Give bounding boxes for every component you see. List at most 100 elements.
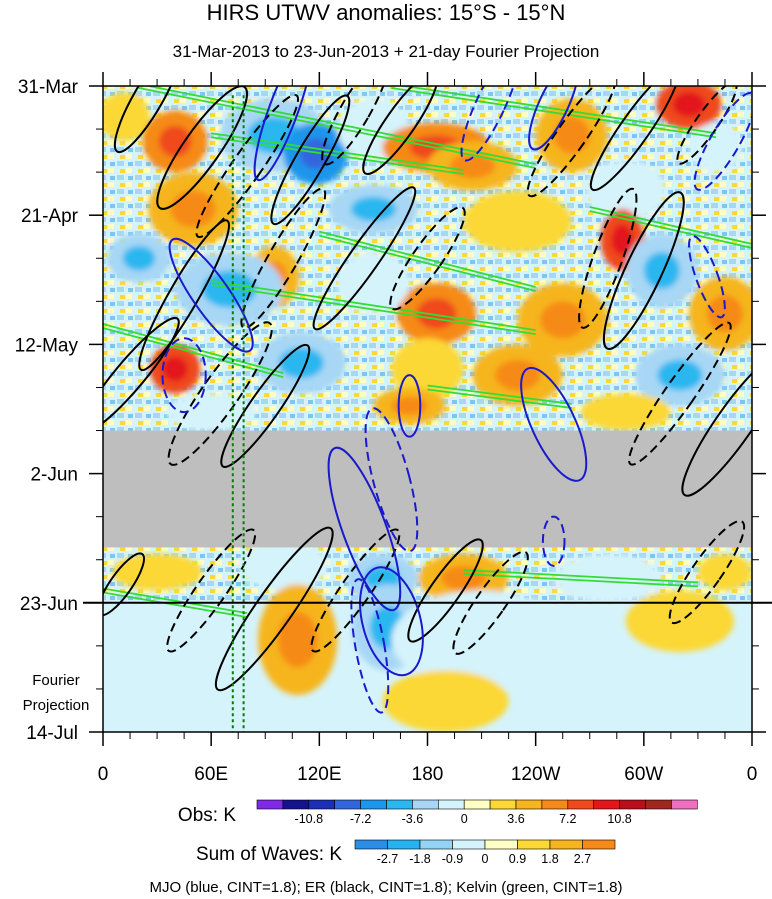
chart-subtitle: 31-Mar-2013 to 23-Jun-2013 + 21-day Four… bbox=[173, 42, 600, 61]
waves-legend-tick-5: 1.8 bbox=[541, 852, 558, 866]
obs-legend-tick-0: -10.8 bbox=[295, 812, 324, 826]
kelvin-contours bbox=[103, 86, 752, 618]
mjo-contour-7 bbox=[520, 366, 588, 482]
obs-swatch-4 bbox=[360, 799, 387, 810]
obs-legend-tick-3: 0 bbox=[461, 812, 468, 826]
waves-swatch-4 bbox=[484, 839, 518, 850]
mjo-contour-0 bbox=[253, 86, 313, 182]
kelvin-contour-7-1 bbox=[427, 388, 572, 409]
er-contour-22 bbox=[310, 528, 401, 653]
obs-swatch-16 bbox=[671, 799, 698, 810]
y-tick-label-5: 14-Jul bbox=[26, 723, 78, 744]
footer-caption: MJO (blue, CINT=1.8); ER (black, CINT=1.… bbox=[149, 879, 622, 896]
obs-swatch-2 bbox=[308, 799, 335, 810]
obs-legend-tick-1: -7.2 bbox=[350, 812, 372, 826]
anomaly-core-27 bbox=[657, 359, 703, 391]
obs-legend-tick-2: -3.6 bbox=[402, 812, 424, 826]
anomaly-core-1 bbox=[158, 125, 192, 157]
obs-legend-tick-6: 10.8 bbox=[607, 812, 631, 826]
kelvin-contour-2-0 bbox=[211, 132, 464, 172]
y-axis: 31-Mar 21-Apr 12-May 2-Jun 23-Jun 14-Jul bbox=[15, 77, 766, 744]
mjo-contour-12 bbox=[350, 578, 390, 714]
obs-swatch-10 bbox=[515, 799, 543, 810]
mjo-contour-8 bbox=[397, 374, 422, 438]
x-tick-label-4: 120W bbox=[511, 764, 561, 785]
er-contour-18 bbox=[628, 321, 732, 466]
obs-swatch-12 bbox=[567, 799, 594, 810]
y-tick-label-1: 21-Apr bbox=[21, 206, 79, 227]
anomaly-core-29 bbox=[391, 396, 428, 416]
plot-area bbox=[103, 86, 752, 732]
kelvin-contour-8-1 bbox=[463, 573, 698, 588]
obs-legend-label: Obs: K bbox=[178, 805, 236, 826]
er-contour-23 bbox=[407, 538, 484, 643]
mjo-contour-1 bbox=[460, 86, 521, 162]
anomaly-core-22 bbox=[643, 252, 680, 290]
waves-swatch-2 bbox=[419, 839, 453, 850]
obs-swatch-11 bbox=[541, 799, 569, 810]
y-tick-label-3: 2-Jun bbox=[30, 465, 78, 486]
er-contour-26 bbox=[103, 552, 145, 617]
obs-swatch-15 bbox=[645, 799, 672, 810]
er-contour-16 bbox=[167, 321, 273, 466]
er-contour-4 bbox=[321, 86, 390, 166]
anomaly-core-23 bbox=[162, 356, 188, 382]
kelvin-contour-6-1 bbox=[103, 327, 284, 379]
mjo-contour-2 bbox=[528, 86, 580, 151]
anomaly-core-34 bbox=[441, 565, 487, 591]
kelvin-contour-4-1 bbox=[211, 283, 536, 335]
mjo-contour-4 bbox=[168, 237, 254, 353]
projection-label-line2: Projection bbox=[23, 697, 90, 714]
obs-swatch-1 bbox=[282, 799, 310, 810]
obs-swatch-3 bbox=[334, 799, 361, 810]
mjo-contour-9 bbox=[364, 407, 419, 553]
projection-label-line1: Fourier bbox=[32, 672, 80, 689]
obs-swatch-6 bbox=[412, 799, 439, 810]
anomaly-core-7 bbox=[553, 116, 590, 154]
y-tick-label-4: 23-Jun bbox=[20, 594, 78, 615]
x-axis: 0 60E 120E 180 120W 60W 0 bbox=[98, 72, 758, 785]
anomaly-core-33 bbox=[364, 565, 401, 591]
waves-legend-tick-4: 0.9 bbox=[509, 852, 526, 866]
mjo-contour-10 bbox=[327, 446, 402, 612]
anomaly-core-6 bbox=[450, 153, 496, 179]
anomaly-blob-13 bbox=[463, 190, 572, 253]
reference-lines bbox=[231, 95, 245, 732]
waves-swatch-0 bbox=[354, 839, 388, 850]
waves-legend-tick-1: -1.8 bbox=[409, 852, 431, 866]
y-tick-label-2: 12-May bbox=[15, 335, 79, 356]
x-tick-label-0: 0 bbox=[98, 764, 109, 785]
mjo-contour-5 bbox=[161, 337, 207, 414]
kelvin-contour-2-1 bbox=[211, 136, 464, 176]
er-contour-17 bbox=[220, 343, 311, 468]
obs-swatch-9 bbox=[489, 799, 517, 810]
waves-legend: -2.7 -1.8 -0.9 0 0.9 1.8 2.7 bbox=[354, 839, 616, 866]
anomaly-core-11 bbox=[170, 190, 216, 228]
x-tick-label-5: 60W bbox=[624, 764, 663, 785]
mjo-contour-3 bbox=[693, 91, 752, 191]
obs-swatch-8 bbox=[463, 799, 491, 810]
er-contour-14 bbox=[602, 191, 685, 351]
er-contour-11 bbox=[312, 186, 417, 331]
obs-swatch-0 bbox=[256, 799, 284, 810]
kelvin-contour-3-1 bbox=[589, 210, 752, 249]
kelvin-contour-1-1 bbox=[391, 87, 717, 139]
waves-swatch-3 bbox=[452, 839, 486, 850]
anomaly-core-20 bbox=[540, 301, 586, 339]
anomaly-blob-25 bbox=[391, 338, 464, 400]
x-tick-label-2: 120E bbox=[297, 764, 341, 785]
anomaly-core-12 bbox=[350, 196, 396, 222]
er-contour-5 bbox=[362, 86, 439, 175]
kelvin-contour-6-0 bbox=[103, 323, 284, 375]
anomaly-blob-41 bbox=[382, 670, 509, 732]
kelvin-contour-0-1 bbox=[138, 87, 536, 169]
anomaly-blob-30 bbox=[580, 393, 671, 431]
chart-title: HIRS UTWV anomalies: 15°S - 15°N bbox=[207, 0, 566, 25]
obs-legend: -10.8 -7.2 -3.6 0 3.6 7.2 10.8 bbox=[256, 799, 698, 826]
kelvin-contour-5-0 bbox=[319, 230, 536, 288]
x-tick-label-6: 0 bbox=[747, 764, 758, 785]
anomaly-blob-36 bbox=[697, 553, 752, 591]
er-contour-24 bbox=[452, 550, 529, 655]
anomaly-blob-0 bbox=[103, 92, 150, 142]
er-contour-9 bbox=[138, 219, 230, 372]
